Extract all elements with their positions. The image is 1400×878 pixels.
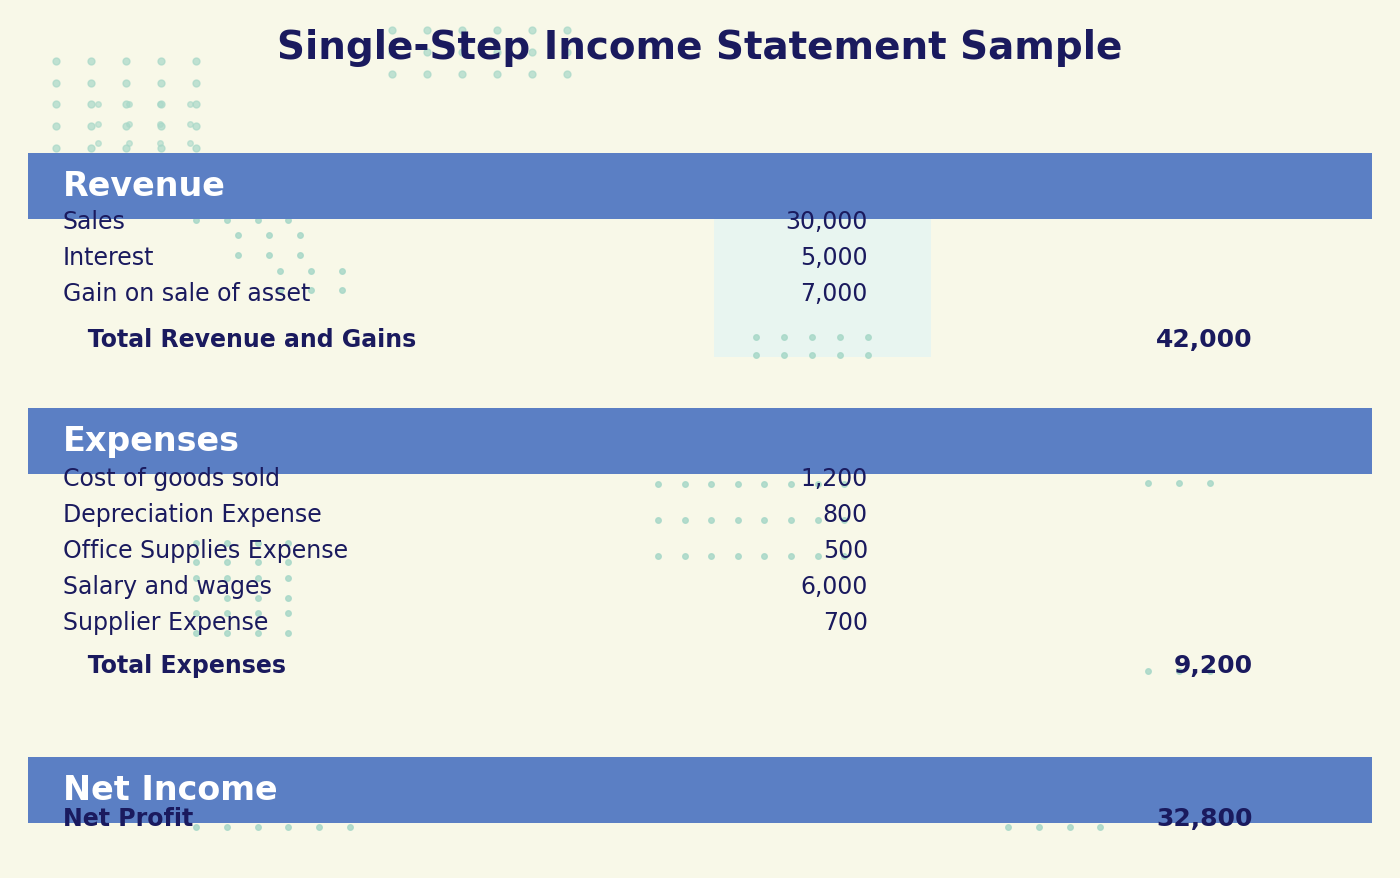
Text: 7,000: 7,000 [801,281,868,306]
Text: 42,000: 42,000 [1156,327,1253,352]
Text: 32,800: 32,800 [1156,806,1253,831]
Text: Supplier Expense: Supplier Expense [63,610,269,635]
Text: Single-Step Income Statement Sample: Single-Step Income Statement Sample [277,29,1123,68]
Text: Expenses: Expenses [63,425,239,457]
Text: Net Profit: Net Profit [63,806,193,831]
Text: Salary and wages: Salary and wages [63,574,272,599]
Text: Total Expenses: Total Expenses [63,653,286,678]
Text: 1,200: 1,200 [801,466,868,491]
FancyBboxPatch shape [28,154,1372,220]
FancyBboxPatch shape [28,408,1372,474]
Text: 500: 500 [823,538,868,563]
Text: 30,000: 30,000 [785,209,868,234]
Text: Sales: Sales [63,209,126,234]
Text: Gain on sale of asset: Gain on sale of asset [63,281,311,306]
FancyBboxPatch shape [28,757,1372,823]
FancyBboxPatch shape [714,191,931,357]
Text: Interest: Interest [63,245,154,270]
Text: Total Revenue and Gains: Total Revenue and Gains [63,327,416,352]
Text: Net Income: Net Income [63,774,277,806]
Text: 6,000: 6,000 [801,574,868,599]
Text: 5,000: 5,000 [801,245,868,270]
Text: 700: 700 [823,610,868,635]
Text: Cost of goods sold: Cost of goods sold [63,466,280,491]
Text: 800: 800 [823,502,868,527]
Text: Office Supplies Expense: Office Supplies Expense [63,538,349,563]
Text: 9,200: 9,200 [1173,653,1253,678]
Text: Depreciation Expense: Depreciation Expense [63,502,322,527]
Text: Revenue: Revenue [63,170,225,203]
